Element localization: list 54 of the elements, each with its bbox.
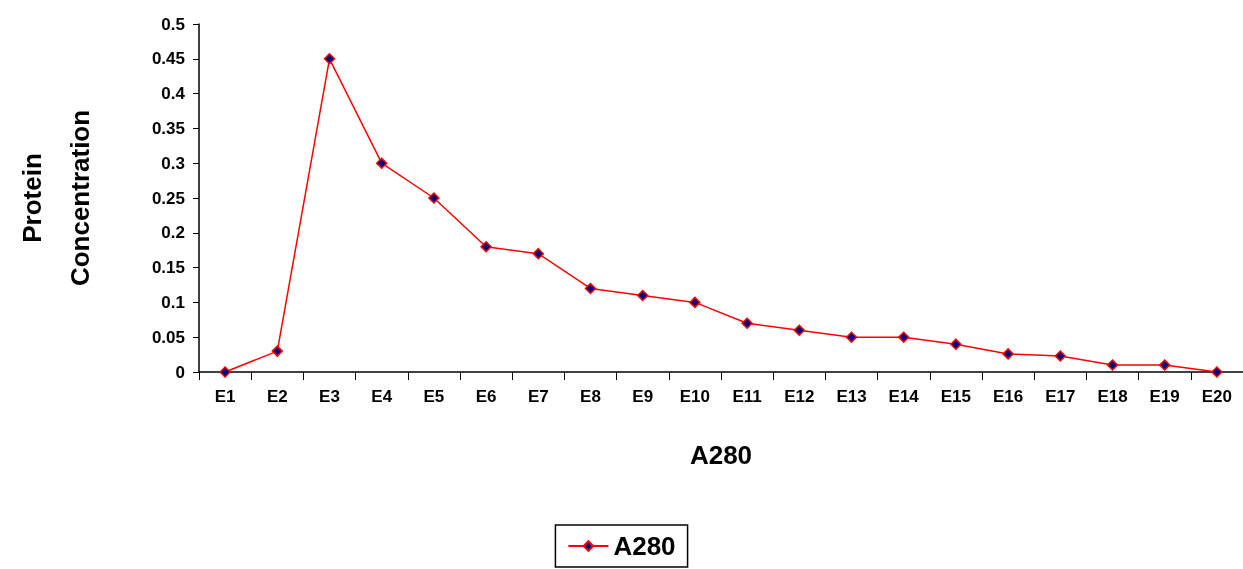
y-tick-label: 0.4 [161, 84, 186, 104]
x-tick-label: E19 [1149, 387, 1180, 406]
point [428, 192, 440, 204]
x-tick-label: E12 [784, 387, 815, 406]
point [1158, 359, 1171, 371]
x-tick-label: E20 [1201, 387, 1233, 406]
x-tick-label: E7 [527, 387, 549, 406]
point [845, 331, 858, 343]
x-tick-label: E4 [371, 387, 393, 406]
x-axis-title: A280 [689, 440, 753, 470]
point [1002, 348, 1014, 360]
y-tick-label: 0.35 [151, 118, 185, 138]
x-tick-label: E1 [214, 387, 236, 406]
point [689, 296, 701, 309]
y-tick-label: 0.3 [161, 153, 185, 173]
point [323, 53, 336, 65]
point [219, 366, 231, 378]
y-tick-label: 0.2 [161, 223, 185, 243]
point [1054, 350, 1067, 362]
x-tick-label: E3 [319, 387, 340, 406]
y-tick-label: 0 [175, 362, 185, 382]
point [950, 338, 962, 350]
x-tick-label: E15 [940, 387, 972, 406]
point [741, 317, 753, 330]
x-tick-label: E8 [580, 387, 601, 406]
x-tick-label: E16 [992, 387, 1024, 406]
x-tick-label: E2 [266, 387, 288, 406]
y-tick-label: 0.05 [151, 327, 185, 347]
x-tick-label: E18 [1097, 387, 1128, 406]
point [636, 289, 649, 302]
point [532, 247, 545, 260]
y-tick-label: 0.45 [151, 49, 185, 69]
x-tick-label: E6 [475, 387, 497, 406]
x-tick-label: E11 [732, 387, 762, 406]
y-tick-label: 0.1 [161, 292, 185, 312]
point [584, 282, 597, 295]
legend-label: A280 [613, 531, 676, 561]
x-tick-label: E14 [888, 387, 920, 406]
x-tick-label: E13 [836, 387, 867, 406]
point [1106, 359, 1119, 371]
point [793, 324, 806, 336]
y-axis-title: Protein Concentration [17, 109, 95, 287]
point [897, 331, 910, 343]
point [271, 345, 284, 357]
x-tick-label: E9 [632, 387, 654, 406]
point [1211, 366, 1223, 378]
x-tick-label: E5 [423, 387, 445, 406]
point [480, 240, 492, 253]
y-tick-label: 0.25 [151, 188, 185, 208]
y-tick-label: 0.5 [161, 14, 185, 34]
y-tick-label: 0.15 [151, 258, 185, 278]
point [375, 157, 388, 169]
x-tick-label: E17 [1045, 387, 1076, 406]
x-tick-label: E10 [679, 387, 711, 406]
